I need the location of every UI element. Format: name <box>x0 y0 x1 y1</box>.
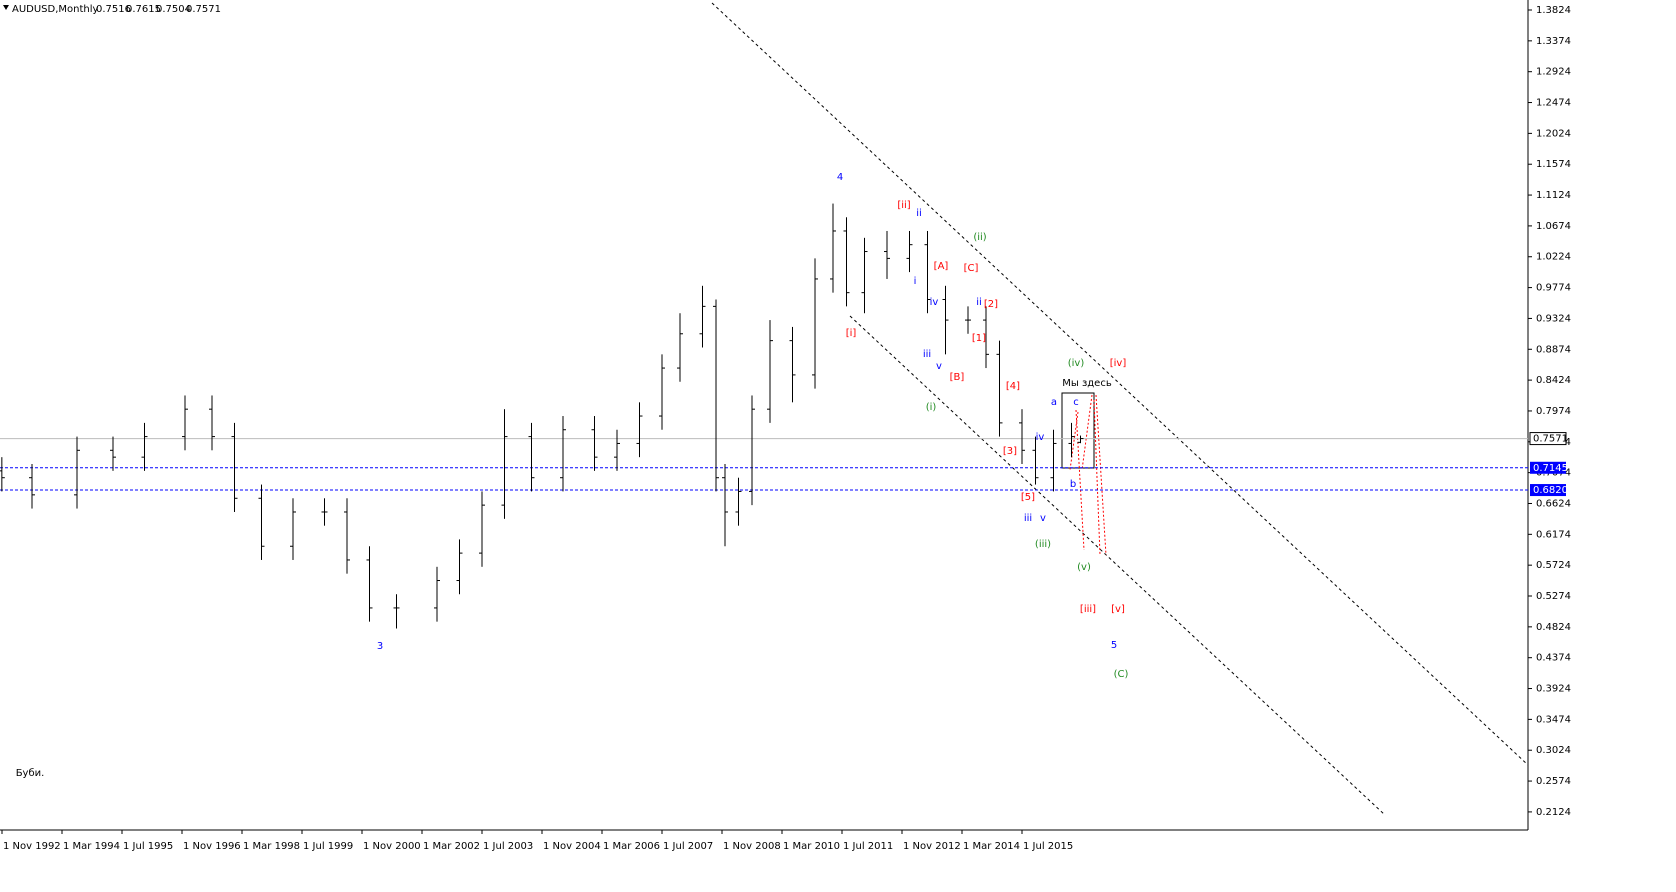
y-tick-label: 0.8874 <box>1536 344 1571 355</box>
level-label: 0.6820 <box>1533 485 1568 496</box>
header-low: 0.7504 <box>156 4 191 15</box>
wave-label: (iii) <box>1035 539 1051 550</box>
wave-label: [ii] <box>897 200 910 211</box>
y-tick-label: 0.3474 <box>1536 714 1571 725</box>
wave-label: 4 <box>837 172 843 183</box>
y-tick-label: 0.9774 <box>1536 283 1571 294</box>
y-tick-label: 0.5724 <box>1536 560 1571 571</box>
y-tick-label: 1.2024 <box>1536 128 1571 139</box>
wave-label: [1] <box>972 333 986 344</box>
wave-label: (v) <box>1077 562 1091 573</box>
y-tick-label: 0.5274 <box>1536 591 1571 602</box>
x-tick-label: 1 Nov 2008 <box>723 841 781 852</box>
y-tick-label: 1.1124 <box>1536 190 1571 201</box>
wave-label: [iii] <box>1080 604 1096 615</box>
wave-label: c <box>1073 397 1079 408</box>
wave-label: b <box>1070 479 1076 490</box>
channel-line <box>711 2 1529 766</box>
y-tick-label: 0.6174 <box>1536 529 1571 540</box>
y-tick-label: 1.3824 <box>1536 5 1571 16</box>
x-tick-label: 1 Mar 2006 <box>603 841 660 852</box>
level-label-box <box>1530 484 1566 497</box>
wave-label: i <box>914 276 917 287</box>
wave-label: [5] <box>1021 492 1035 503</box>
wave-label: [iv] <box>1110 358 1127 369</box>
x-tick-label: 1 Mar 2014 <box>963 841 1020 852</box>
y-tick-label: 1.2474 <box>1536 98 1571 109</box>
wave-label: Мы здесь <box>1062 378 1112 389</box>
x-tick-label: 1 Mar 2002 <box>423 841 480 852</box>
x-tick-label: 1 Jul 2011 <box>843 841 893 852</box>
level-label-box <box>1530 461 1566 474</box>
wave-label: v <box>936 361 942 372</box>
wave-label: a <box>1051 397 1057 408</box>
wave-label: iv <box>930 297 939 308</box>
wave-label: [A] <box>934 261 949 272</box>
y-tick-label: 1.2924 <box>1536 67 1571 78</box>
x-tick-label: 1 Jul 2007 <box>663 841 713 852</box>
wave-label: [2] <box>984 299 998 310</box>
wave-label: iii <box>923 349 931 360</box>
wave-label: [4] <box>1006 381 1020 392</box>
header-high: 0.7615 <box>126 4 161 15</box>
wave-label: (ii) <box>973 232 986 243</box>
x-tick-label: 1 Nov 2000 <box>363 841 421 852</box>
y-tick-label: 0.2124 <box>1536 807 1571 818</box>
y-tick-label: 0.3924 <box>1536 684 1571 695</box>
x-tick-label: 1 Jul 2003 <box>483 841 533 852</box>
wave-label: 5 <box>1111 640 1117 651</box>
x-tick-label: 1 Nov 2004 <box>543 841 601 852</box>
wave-label: ii <box>916 208 922 219</box>
current-price-box <box>1529 432 1567 446</box>
x-tick-label: 1 Jul 2015 <box>1023 841 1073 852</box>
wave-label: (iv) <box>1068 358 1085 369</box>
y-tick-label: 0.4374 <box>1536 653 1571 664</box>
y-tick-label: 0.6624 <box>1536 498 1571 509</box>
y-tick-label: 1.1574 <box>1536 159 1571 170</box>
y-tick-label: 0.4824 <box>1536 622 1571 633</box>
current-price-label: 0.7571 <box>1533 434 1568 445</box>
wave-label: (C) <box>1114 669 1129 680</box>
wave-label: (i) <box>926 402 937 413</box>
x-tick-label: 1 Mar 1998 <box>243 841 300 852</box>
header-arrow <box>3 5 9 10</box>
x-tick-label: 1 Jul 1999 <box>303 841 353 852</box>
y-tick-label: 1.0224 <box>1536 252 1571 263</box>
header-close: 0.7571 <box>186 4 221 15</box>
wave-label: Буби. <box>16 768 45 779</box>
wave-label: ii <box>976 297 982 308</box>
y-tick-label: 0.3024 <box>1536 745 1571 756</box>
y-tick-label: 0.9324 <box>1536 313 1571 324</box>
y-tick-label: 0.2574 <box>1536 776 1571 787</box>
header-open: 0.7516 <box>96 4 131 15</box>
y-tick-label: 0.8424 <box>1536 375 1571 386</box>
projection-lines <box>1069 394 1107 556</box>
x-tick-label: 1 Nov 2012 <box>903 841 961 852</box>
x-tick-label: 1 Mar 1994 <box>63 841 120 852</box>
y-tick-label: 0.7974 <box>1536 406 1571 417</box>
wave-label: [C] <box>964 263 979 274</box>
wave-label: [B] <box>950 372 965 383</box>
wave-label: v <box>1040 513 1046 524</box>
channel-line <box>849 315 1386 816</box>
symbol: AUDUSD,Monthly <box>12 4 99 15</box>
wave-label: 3 <box>377 641 383 652</box>
y-tick-label: 1.0674 <box>1536 221 1571 232</box>
wave-label: iii <box>1024 513 1032 524</box>
wave-label: [v] <box>1111 604 1125 615</box>
x-tick-label: 1 Jul 1995 <box>123 841 173 852</box>
wave-label: iv <box>1036 432 1045 443</box>
wave-label: [i] <box>846 328 857 339</box>
level-label: 0.7145 <box>1533 463 1568 474</box>
wave-label: [3] <box>1003 446 1017 457</box>
x-tick-label: 1 Mar 2010 <box>783 841 840 852</box>
x-tick-label: 1 Nov 1992 <box>3 841 61 852</box>
y-tick-label: 1.3374 <box>1536 36 1571 47</box>
x-tick-label: 1 Nov 1996 <box>183 841 241 852</box>
